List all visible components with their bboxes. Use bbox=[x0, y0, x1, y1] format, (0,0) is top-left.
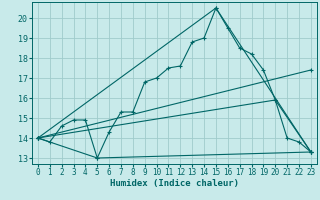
X-axis label: Humidex (Indice chaleur): Humidex (Indice chaleur) bbox=[110, 179, 239, 188]
